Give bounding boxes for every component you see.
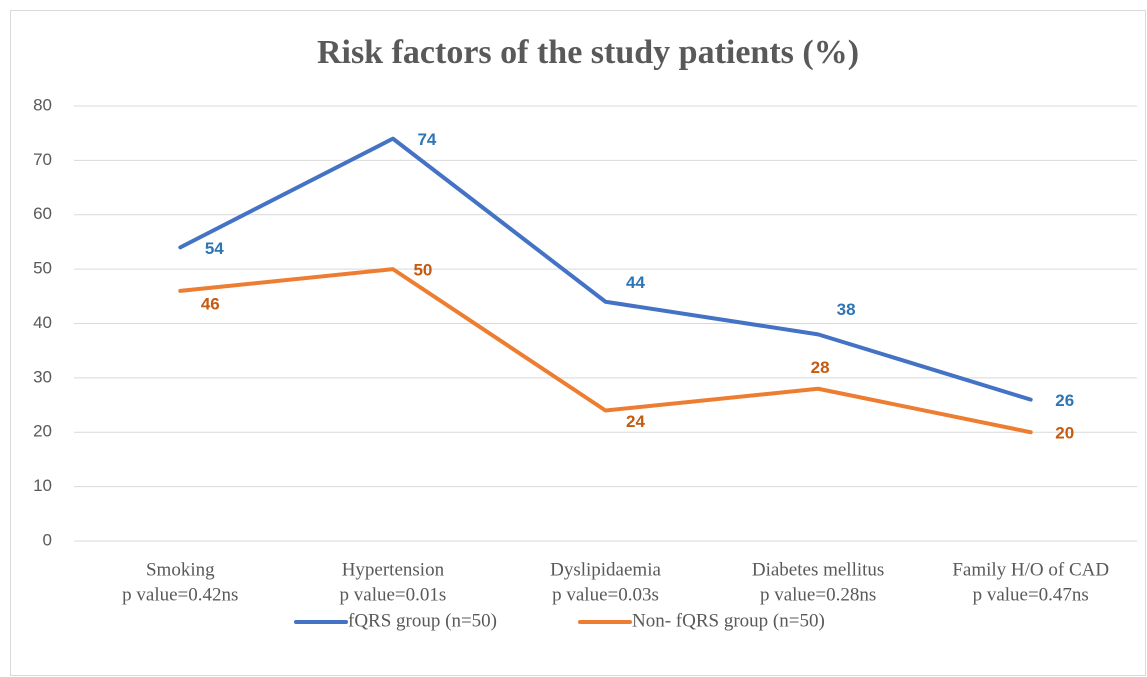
y-tick-label: 20 [33, 422, 52, 441]
x-tick-label: Hypertension [342, 559, 445, 580]
x-tick-sublabel: p value=0.47ns [973, 584, 1089, 605]
y-tick-label: 0 [43, 530, 52, 549]
legend-label: fQRS group (n=50) [348, 610, 497, 631]
x-tick-label: Diabetes mellitus [752, 559, 884, 580]
chart-border [10, 10, 1146, 676]
y-tick-label: 10 [33, 476, 52, 495]
y-tick-label: 50 [33, 259, 52, 278]
y-tick-label: 60 [33, 204, 52, 223]
data-label: 50 [413, 261, 432, 280]
data-label: 24 [626, 412, 645, 431]
x-tick-label: Family H/O of CAD [952, 559, 1109, 580]
series-line [178, 267, 1033, 435]
data-label: 46 [201, 294, 220, 313]
y-tick-label: 70 [33, 150, 52, 169]
x-tick-sublabel: p value=0.01s [340, 584, 447, 605]
x-tick-label: Smoking [146, 559, 215, 580]
series-line [178, 136, 1033, 402]
data-label: 54 [205, 239, 224, 258]
x-tick-sublabel: p value=0.03s [552, 584, 659, 605]
data-label: 28 [811, 358, 830, 377]
y-tick-label: 30 [33, 367, 52, 386]
data-label: 20 [1055, 424, 1074, 443]
chart-title: Risk factors of the study patients (%) [317, 34, 859, 71]
y-tick-label: 40 [33, 313, 52, 332]
data-label: 44 [626, 273, 645, 292]
legend-label: Non- fQRS group (n=50) [632, 610, 825, 631]
data-label: 38 [837, 300, 856, 319]
y-tick-label: 80 [33, 95, 52, 114]
x-tick-sublabel: p value=0.42ns [122, 584, 238, 605]
data-label: 26 [1055, 391, 1074, 410]
x-tick-sublabel: p value=0.28ns [760, 584, 876, 605]
data-label: 74 [417, 130, 436, 149]
x-tick-label: Dyslipidaemia [550, 559, 661, 580]
